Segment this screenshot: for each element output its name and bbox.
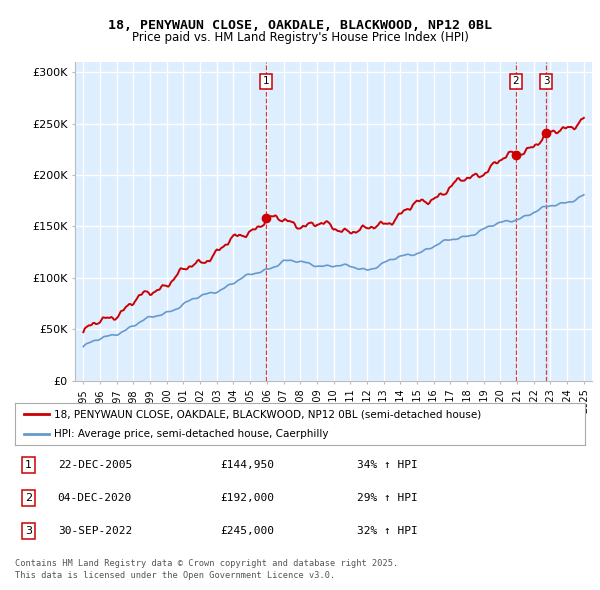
Text: 29% ↑ HPI: 29% ↑ HPI — [357, 493, 418, 503]
Text: 18, PENYWAUN CLOSE, OAKDALE, BLACKWOOD, NP12 0BL (semi-detached house): 18, PENYWAUN CLOSE, OAKDALE, BLACKWOOD, … — [54, 409, 481, 419]
Text: 1: 1 — [25, 460, 32, 470]
Text: 22-DEC-2005: 22-DEC-2005 — [58, 460, 132, 470]
Text: £245,000: £245,000 — [220, 526, 274, 536]
Text: Price paid vs. HM Land Registry's House Price Index (HPI): Price paid vs. HM Land Registry's House … — [131, 31, 469, 44]
Text: 2: 2 — [512, 77, 519, 87]
Text: This data is licensed under the Open Government Licence v3.0.: This data is licensed under the Open Gov… — [15, 571, 335, 580]
Text: £144,950: £144,950 — [220, 460, 274, 470]
Text: £192,000: £192,000 — [220, 493, 274, 503]
Text: 3: 3 — [25, 526, 32, 536]
Text: 30-SEP-2022: 30-SEP-2022 — [58, 526, 132, 536]
Text: 18, PENYWAUN CLOSE, OAKDALE, BLACKWOOD, NP12 0BL: 18, PENYWAUN CLOSE, OAKDALE, BLACKWOOD, … — [108, 19, 492, 32]
Text: 2: 2 — [25, 493, 32, 503]
Text: 3: 3 — [543, 77, 550, 87]
Text: 32% ↑ HPI: 32% ↑ HPI — [357, 526, 418, 536]
Text: 34% ↑ HPI: 34% ↑ HPI — [357, 460, 418, 470]
Text: Contains HM Land Registry data © Crown copyright and database right 2025.: Contains HM Land Registry data © Crown c… — [15, 559, 398, 568]
Text: 1: 1 — [263, 77, 269, 87]
Text: HPI: Average price, semi-detached house, Caerphilly: HPI: Average price, semi-detached house,… — [54, 429, 328, 439]
Text: 04-DEC-2020: 04-DEC-2020 — [58, 493, 132, 503]
